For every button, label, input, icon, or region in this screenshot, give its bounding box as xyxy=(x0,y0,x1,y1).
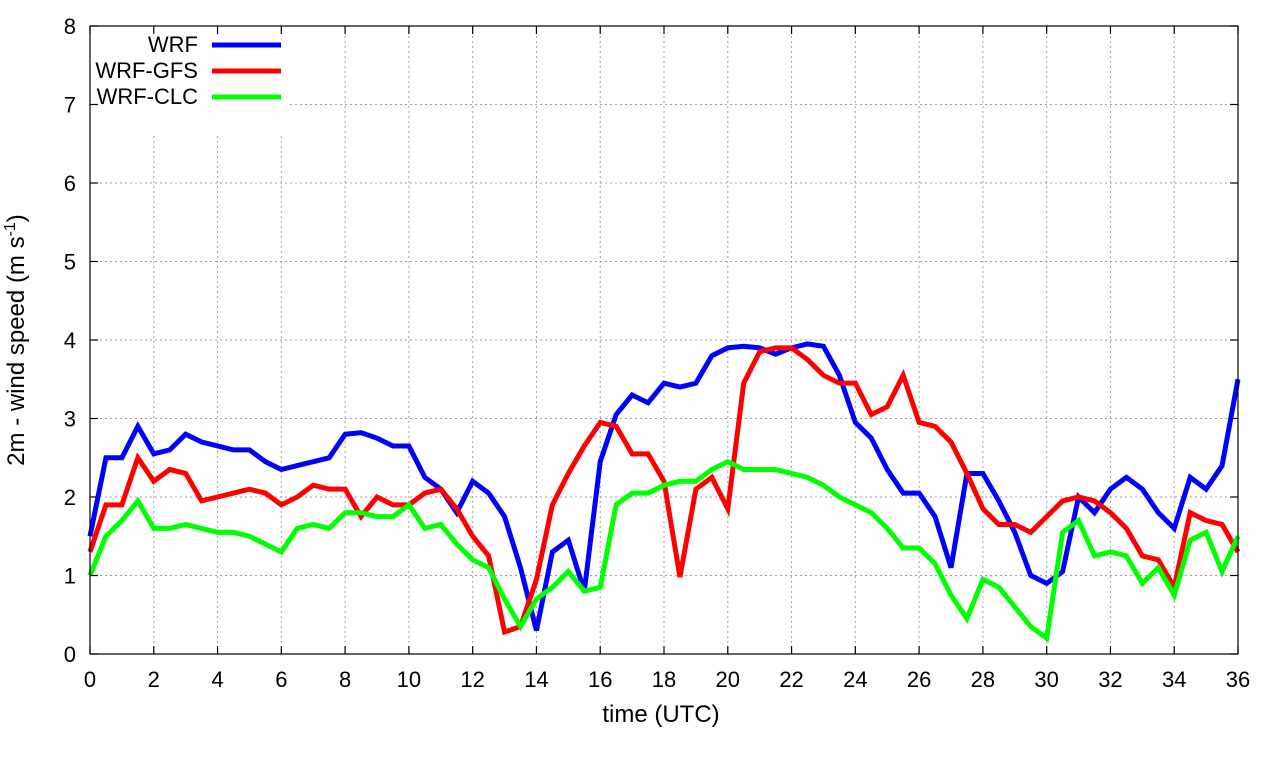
legend-label: WRF xyxy=(148,32,198,57)
y-tick-label: 8 xyxy=(64,14,76,39)
x-tick-label: 30 xyxy=(1034,667,1058,692)
y-tick-label: 2 xyxy=(64,485,76,510)
x-tick-label: 0 xyxy=(84,667,96,692)
series-lines xyxy=(87,341,1241,643)
x-tick-label: 20 xyxy=(716,667,740,692)
x-tick-label: 14 xyxy=(524,667,548,692)
y-axis-title: 2m - wind speed (m s-1) xyxy=(2,214,30,466)
x-tick-label: 24 xyxy=(843,667,867,692)
x-tick-label: 10 xyxy=(397,667,421,692)
x-tick-label: 22 xyxy=(779,667,803,692)
x-tick-label: 12 xyxy=(460,667,484,692)
legend-label: WRF-GFS xyxy=(95,58,198,83)
x-tick-label: 8 xyxy=(339,667,351,692)
y-tick-label: 1 xyxy=(64,564,76,589)
x-tick-label: 36 xyxy=(1226,667,1250,692)
y-tick-label: 6 xyxy=(64,171,76,196)
x-tick-label: 28 xyxy=(971,667,995,692)
y-axis-title-end: ) xyxy=(3,214,30,222)
y-axis-title-superscript: -1 xyxy=(2,222,19,236)
x-tick-label: 16 xyxy=(588,667,612,692)
legend-label: WRF-CLC xyxy=(97,84,199,109)
series-line-wrf-clc xyxy=(87,458,1241,643)
x-axis-title: time (UTC) xyxy=(602,701,719,728)
x-tick-label: 2 xyxy=(148,667,160,692)
y-tick-label: 3 xyxy=(64,407,76,432)
y-tick-label: 0 xyxy=(64,642,76,667)
y-tick-label: 7 xyxy=(64,93,76,118)
y-axis-title-main: 2m - wind speed (m s xyxy=(3,236,30,465)
x-tick-label: 4 xyxy=(211,667,223,692)
y-tick-label: 5 xyxy=(64,250,76,275)
x-tick-label: 26 xyxy=(907,667,931,692)
x-tick-label: 18 xyxy=(652,667,676,692)
y-tick-label: 4 xyxy=(64,328,76,353)
x-tick-label: 34 xyxy=(1162,667,1186,692)
x-tick-label: 32 xyxy=(1098,667,1122,692)
tick-labels: 0 2 4 6 8 10 12 14 16 18 20 22 24 26 28 30 32 34 360123456… xyxy=(64,14,1250,692)
grid-lines xyxy=(90,26,1238,654)
axis-ticks xyxy=(89,25,1239,655)
series-line-wrf xyxy=(87,341,1241,632)
series-line-wrf-gfs xyxy=(87,345,1241,636)
x-tick-label: 6 xyxy=(275,667,287,692)
